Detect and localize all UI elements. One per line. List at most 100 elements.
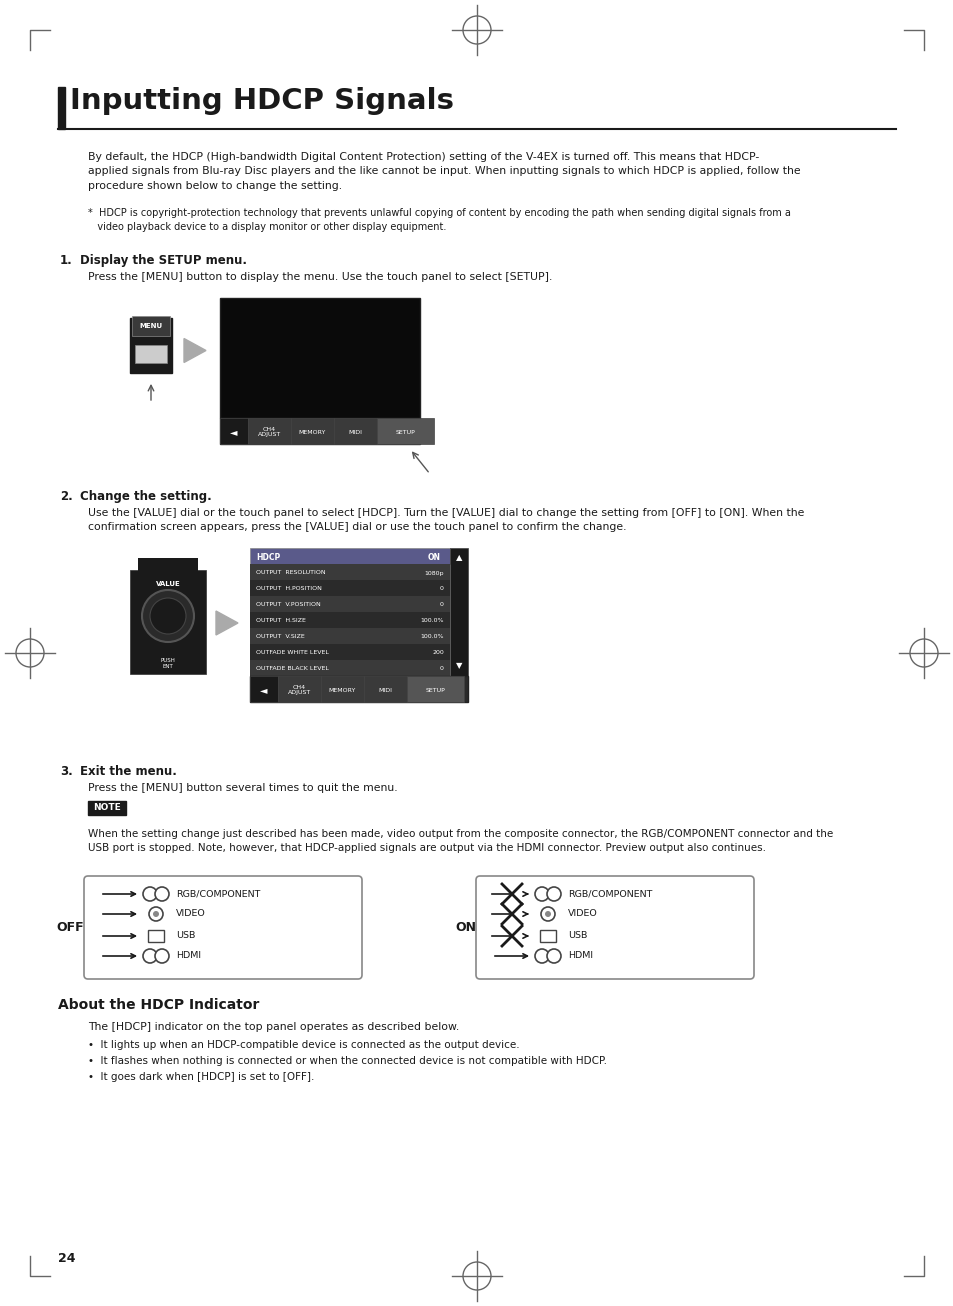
Bar (58, 88, 65, 129)
Text: HDMI: HDMI (567, 952, 593, 960)
Polygon shape (184, 338, 206, 363)
Text: MEMORY: MEMORY (329, 687, 355, 692)
Text: VIDEO: VIDEO (175, 909, 206, 918)
Text: ON: ON (428, 552, 440, 562)
Text: MEMORY: MEMORY (298, 430, 326, 435)
Text: 1.: 1. (60, 253, 72, 266)
Text: OUTFADE WHITE LEVEL: OUTFADE WHITE LEVEL (255, 650, 329, 656)
Text: 3.: 3. (60, 765, 72, 778)
Text: RGB/COMPONENT: RGB/COMPONENT (567, 889, 652, 899)
Text: OFF: OFF (56, 921, 84, 934)
Text: 0: 0 (439, 586, 443, 592)
Circle shape (154, 887, 169, 901)
Text: Display the SETUP menu.: Display the SETUP menu. (80, 253, 247, 266)
Bar (250, 564, 450, 580)
Circle shape (152, 912, 159, 917)
Text: ◄: ◄ (260, 686, 268, 695)
Bar (376, 418, 434, 444)
Bar (130, 317, 172, 374)
Bar (250, 613, 450, 628)
Text: When the setting change just described has been made, video output from the comp: When the setting change just described h… (88, 829, 832, 853)
Text: Inputting HDCP Signals: Inputting HDCP Signals (70, 88, 454, 115)
Text: SETUP: SETUP (425, 687, 445, 692)
Bar (320, 677, 364, 703)
Text: 100.0%: 100.0% (420, 635, 443, 640)
Text: OUTPUT  RESOLUTION: OUTPUT RESOLUTION (255, 571, 325, 576)
Bar (250, 677, 468, 703)
Text: MIDI: MIDI (348, 430, 362, 435)
Text: MIDI: MIDI (378, 687, 392, 692)
Text: NOTE: NOTE (93, 803, 121, 812)
FancyBboxPatch shape (476, 876, 753, 980)
Text: By default, the HDCP (High-bandwidth Digital Content Protection) setting of the : By default, the HDCP (High-bandwidth Dig… (88, 151, 800, 191)
Bar (250, 628, 450, 644)
Bar (220, 418, 248, 444)
Text: USB: USB (175, 931, 195, 940)
Text: Exit the menu.: Exit the menu. (80, 765, 176, 778)
Text: •  It goes dark when [HDCP] is set to [OFF].: • It goes dark when [HDCP] is set to [OF… (88, 1072, 314, 1081)
Text: Change the setting.: Change the setting. (80, 490, 212, 503)
Circle shape (154, 949, 169, 963)
Text: Use the [VALUE] dial or the touch panel to select [HDCP]. Turn the [VALUE] dial : Use the [VALUE] dial or the touch panel … (88, 508, 803, 532)
Text: ◄: ◄ (230, 427, 237, 438)
Bar (148, 930, 164, 942)
Text: *  HDCP is copyright-protection technology that prevents unlawful copying of con: * HDCP is copyright-protection technolog… (88, 208, 790, 232)
Text: RGB/COMPONENT: RGB/COMPONENT (175, 889, 260, 899)
Bar (334, 418, 376, 444)
Text: VALUE: VALUE (155, 581, 180, 586)
Circle shape (535, 887, 548, 901)
Circle shape (149, 906, 163, 921)
Text: SETUP: SETUP (395, 430, 415, 435)
Circle shape (143, 949, 157, 963)
Bar (291, 418, 334, 444)
Text: •  It lights up when an HDCP-compatible device is connected as the output device: • It lights up when an HDCP-compatible d… (88, 1040, 519, 1050)
Text: •  It flashes when nothing is connected or when the connected device is not comp: • It flashes when nothing is connected o… (88, 1057, 606, 1066)
Bar (220, 298, 419, 418)
Bar (277, 677, 320, 703)
Bar (250, 660, 450, 677)
Circle shape (535, 949, 548, 963)
Text: USB: USB (567, 931, 587, 940)
Bar (130, 569, 206, 674)
Text: 0: 0 (439, 602, 443, 607)
Bar (250, 580, 450, 596)
Text: OUTFADE BLACK LEVEL: OUTFADE BLACK LEVEL (255, 666, 329, 671)
Circle shape (150, 598, 186, 633)
Bar (88, 801, 126, 815)
Circle shape (546, 887, 560, 901)
Bar (450, 549, 468, 677)
Text: ▲: ▲ (456, 554, 462, 563)
Text: 1080p: 1080p (424, 571, 443, 576)
Text: PUSH
ENT: PUSH ENT (160, 658, 175, 669)
Text: HDMI: HDMI (175, 952, 201, 960)
Bar (248, 418, 291, 444)
Bar (138, 558, 198, 575)
Text: The [HDCP] indicator on the top panel operates as described below.: The [HDCP] indicator on the top panel op… (88, 1023, 458, 1032)
Text: HDCP: HDCP (255, 552, 280, 562)
Text: ▼: ▼ (456, 662, 462, 670)
Circle shape (540, 906, 555, 921)
Bar (250, 549, 450, 564)
Bar (250, 596, 450, 613)
Circle shape (544, 912, 551, 917)
Bar (407, 677, 463, 703)
Polygon shape (215, 611, 237, 635)
Text: VIDEO: VIDEO (567, 909, 598, 918)
Circle shape (143, 887, 157, 901)
Text: Press the [MENU] button several times to quit the menu.: Press the [MENU] button several times to… (88, 784, 397, 793)
Text: 100.0%: 100.0% (420, 619, 443, 623)
Text: CH4
ADJUST: CH4 ADJUST (288, 684, 311, 695)
Text: About the HDCP Indicator: About the HDCP Indicator (58, 998, 259, 1012)
Circle shape (142, 590, 193, 643)
Text: 2.: 2. (60, 490, 72, 503)
Bar (250, 677, 277, 703)
Text: 0: 0 (439, 666, 443, 671)
Text: OUTPUT  H.SIZE: OUTPUT H.SIZE (255, 619, 306, 623)
Text: 200: 200 (432, 650, 443, 656)
Text: ON: ON (455, 921, 476, 934)
Text: MENU: MENU (139, 323, 162, 329)
Bar (539, 930, 556, 942)
Text: Press the [MENU] button to display the menu. Use the touch panel to select [SETU: Press the [MENU] button to display the m… (88, 272, 552, 282)
Text: OUTPUT  V.POSITION: OUTPUT V.POSITION (255, 602, 320, 607)
Circle shape (546, 949, 560, 963)
